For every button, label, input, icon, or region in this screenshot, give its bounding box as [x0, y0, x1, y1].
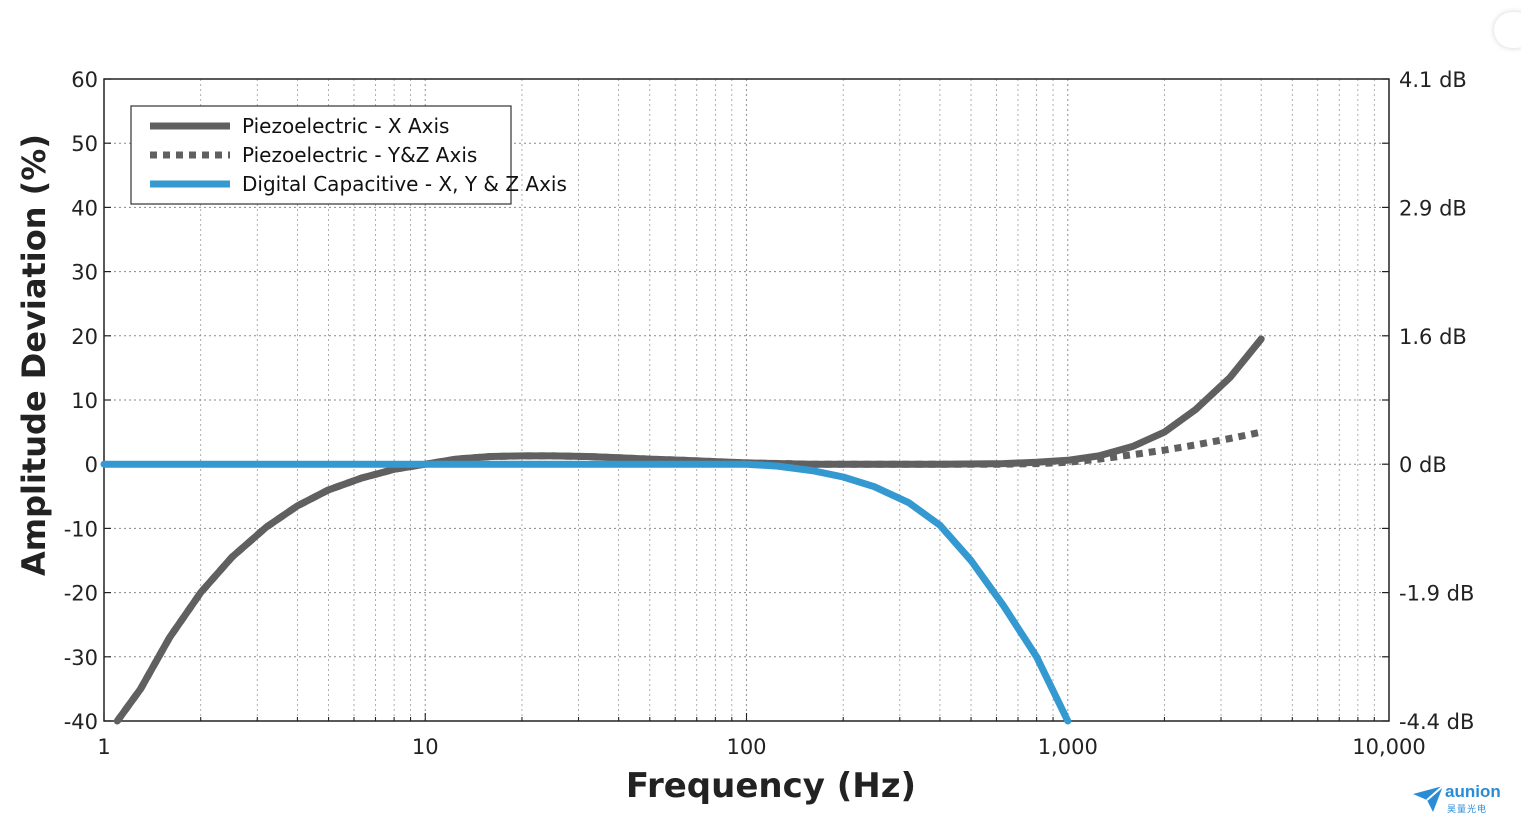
y-tick-label: 20 — [71, 325, 98, 349]
y-tick-labels: 60 50 40 30 20 10 0 -10 -20 -30 -40 — [64, 68, 98, 734]
series-line-0 — [113, 335, 1265, 725]
y-tick-label: -30 — [64, 646, 98, 670]
legend-label: Digital Capacitive - X, Y & Z Axis — [242, 172, 567, 196]
y2-tick-labels: 4.1 dB 2.9 dB 1.6 dB 0 dB -1.9 dB -4.4 dB — [1399, 68, 1474, 734]
y-tick-label: 0 — [85, 453, 98, 477]
x-axis-title: Frequency (Hz) — [626, 766, 916, 806]
x-tick-label: 1,000 — [1038, 735, 1098, 759]
y-tick-label: -20 — [64, 582, 98, 606]
legend-label: Piezoelectric - Y&Z Axis — [242, 143, 477, 167]
logo-arrow-icon — [1413, 785, 1444, 812]
legend-label: Piezoelectric - X Axis — [242, 114, 449, 138]
x-tick-label: 10,000 — [1352, 735, 1425, 759]
series-lines — [100, 335, 1265, 725]
y2-tick-label: 2.9 dB — [1399, 196, 1467, 220]
y-tick-label: 50 — [71, 132, 98, 156]
scan-button[interactable] — [1494, 12, 1521, 48]
y-axis-title: Amplitude Deviation (%) — [15, 134, 53, 576]
legend: Piezoelectric - X Axis Piezoelectric - Y&… — [130, 105, 567, 205]
tick-marks — [103, 78, 1389, 722]
y2-tick-label: -1.9 dB — [1399, 582, 1474, 606]
series-line-2 — [100, 460, 1072, 725]
y2-tick-label: 4.1 dB — [1399, 68, 1467, 92]
y-tick-label: 40 — [71, 196, 98, 220]
brand-logo: aunion 昊量光电 — [1411, 782, 1511, 816]
y-tick-label: 60 — [71, 68, 98, 92]
x-tick-label: 100 — [726, 735, 766, 759]
y-tick-label: -40 — [64, 710, 98, 734]
y-tick-label: -10 — [64, 517, 98, 541]
y2-tick-label: 1.6 dB — [1399, 325, 1467, 349]
y2-tick-label: 0 dB — [1399, 453, 1447, 477]
y2-tick-label: -4.4 dB — [1399, 710, 1474, 734]
x-tick-label: 10 — [412, 735, 439, 759]
series-line-1 — [114, 428, 1262, 724]
y-tick-label: 30 — [71, 261, 98, 285]
x-tick-labels: 1 10 100 1,000 10,000 — [97, 735, 1425, 759]
y-tick-label: 10 — [71, 389, 98, 413]
x-tick-label: 1 — [97, 735, 110, 759]
logo-brand-text: aunion — [1445, 782, 1501, 801]
logo-sub-text: 昊量光电 — [1447, 804, 1488, 814]
